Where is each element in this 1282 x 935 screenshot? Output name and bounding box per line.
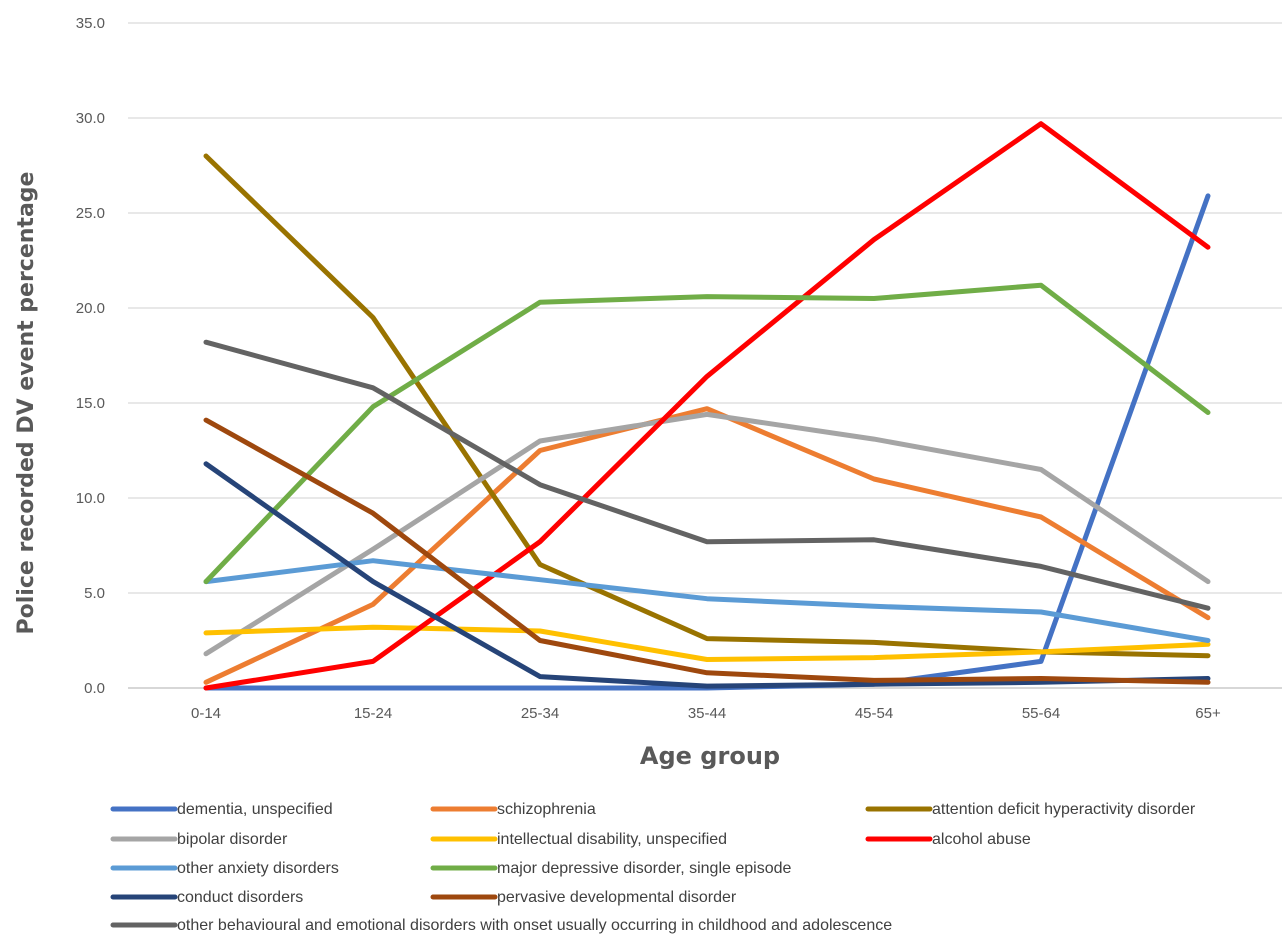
- legend: dementia, unspecified schizophrenia attent…: [110, 801, 1196, 934]
- gridlines: [128, 22, 1282, 689]
- legend-label-8: conduct disorders: [177, 889, 303, 906]
- legend-label-5: alcohol abuse: [932, 831, 1031, 848]
- x-tick-label: 15-24: [354, 705, 392, 722]
- legend-label-0: dementia, unspecified: [177, 801, 333, 818]
- series-line-5: [203, 121, 1211, 691]
- series-line-2: [203, 153, 1211, 659]
- legend-label-7: major depressive disorder, single episod…: [497, 860, 791, 877]
- legend-label-10: other behavioural and emotional disorder…: [177, 917, 892, 934]
- y-tick-label: 0.0: [84, 680, 105, 697]
- series-line-4: [203, 624, 1211, 662]
- series-line-6: [203, 558, 1211, 643]
- x-tick-label: 45-54: [855, 705, 893, 722]
- x-axis-ticks: 0-14 15-24 25-34 35-44 45-54 55-64 65+: [191, 705, 1221, 722]
- legend-label-3: bipolar disorder: [177, 831, 288, 848]
- y-tick-label: 20.0: [76, 300, 105, 317]
- y-tick-label: 35.0: [76, 15, 105, 32]
- series-line-3: [203, 411, 1211, 657]
- x-tick-label: 0-14: [191, 705, 221, 722]
- series-line-10: [203, 339, 1211, 611]
- y-tick-label: 30.0: [76, 110, 105, 127]
- legend-label-6: other anxiety disorders: [177, 860, 339, 877]
- y-tick-label: 25.0: [76, 205, 105, 222]
- y-tick-label: 5.0: [84, 585, 105, 602]
- series-lines: [203, 121, 1211, 691]
- y-tick-label: 15.0: [76, 395, 105, 412]
- legend-label-1: schizophrenia: [497, 801, 596, 818]
- x-axis-title: Age group: [640, 742, 780, 770]
- y-axis-ticks: 0.0 5.0 10.0 15.0 20.0 25.0 30.0 35.0: [76, 15, 105, 697]
- x-tick-label: 35-44: [688, 705, 726, 722]
- series-line-9: [203, 417, 1211, 685]
- legend-label-4: intellectual disability, unspecified: [497, 831, 727, 848]
- series-line-7: [203, 282, 1211, 585]
- legend-label-9: pervasive developmental disorder: [497, 889, 737, 906]
- series-line-1: [203, 406, 1211, 685]
- x-tick-label: 55-64: [1022, 705, 1060, 722]
- y-tick-label: 10.0: [76, 490, 105, 507]
- x-tick-label: 65+: [1195, 705, 1221, 722]
- series-line-8: [203, 461, 1211, 689]
- y-axis-title: Police recorded DV event percentage: [14, 172, 39, 635]
- legend-label-2: attention deficit hyperactivity disorder: [932, 801, 1196, 818]
- x-tick-label: 25-34: [521, 705, 559, 722]
